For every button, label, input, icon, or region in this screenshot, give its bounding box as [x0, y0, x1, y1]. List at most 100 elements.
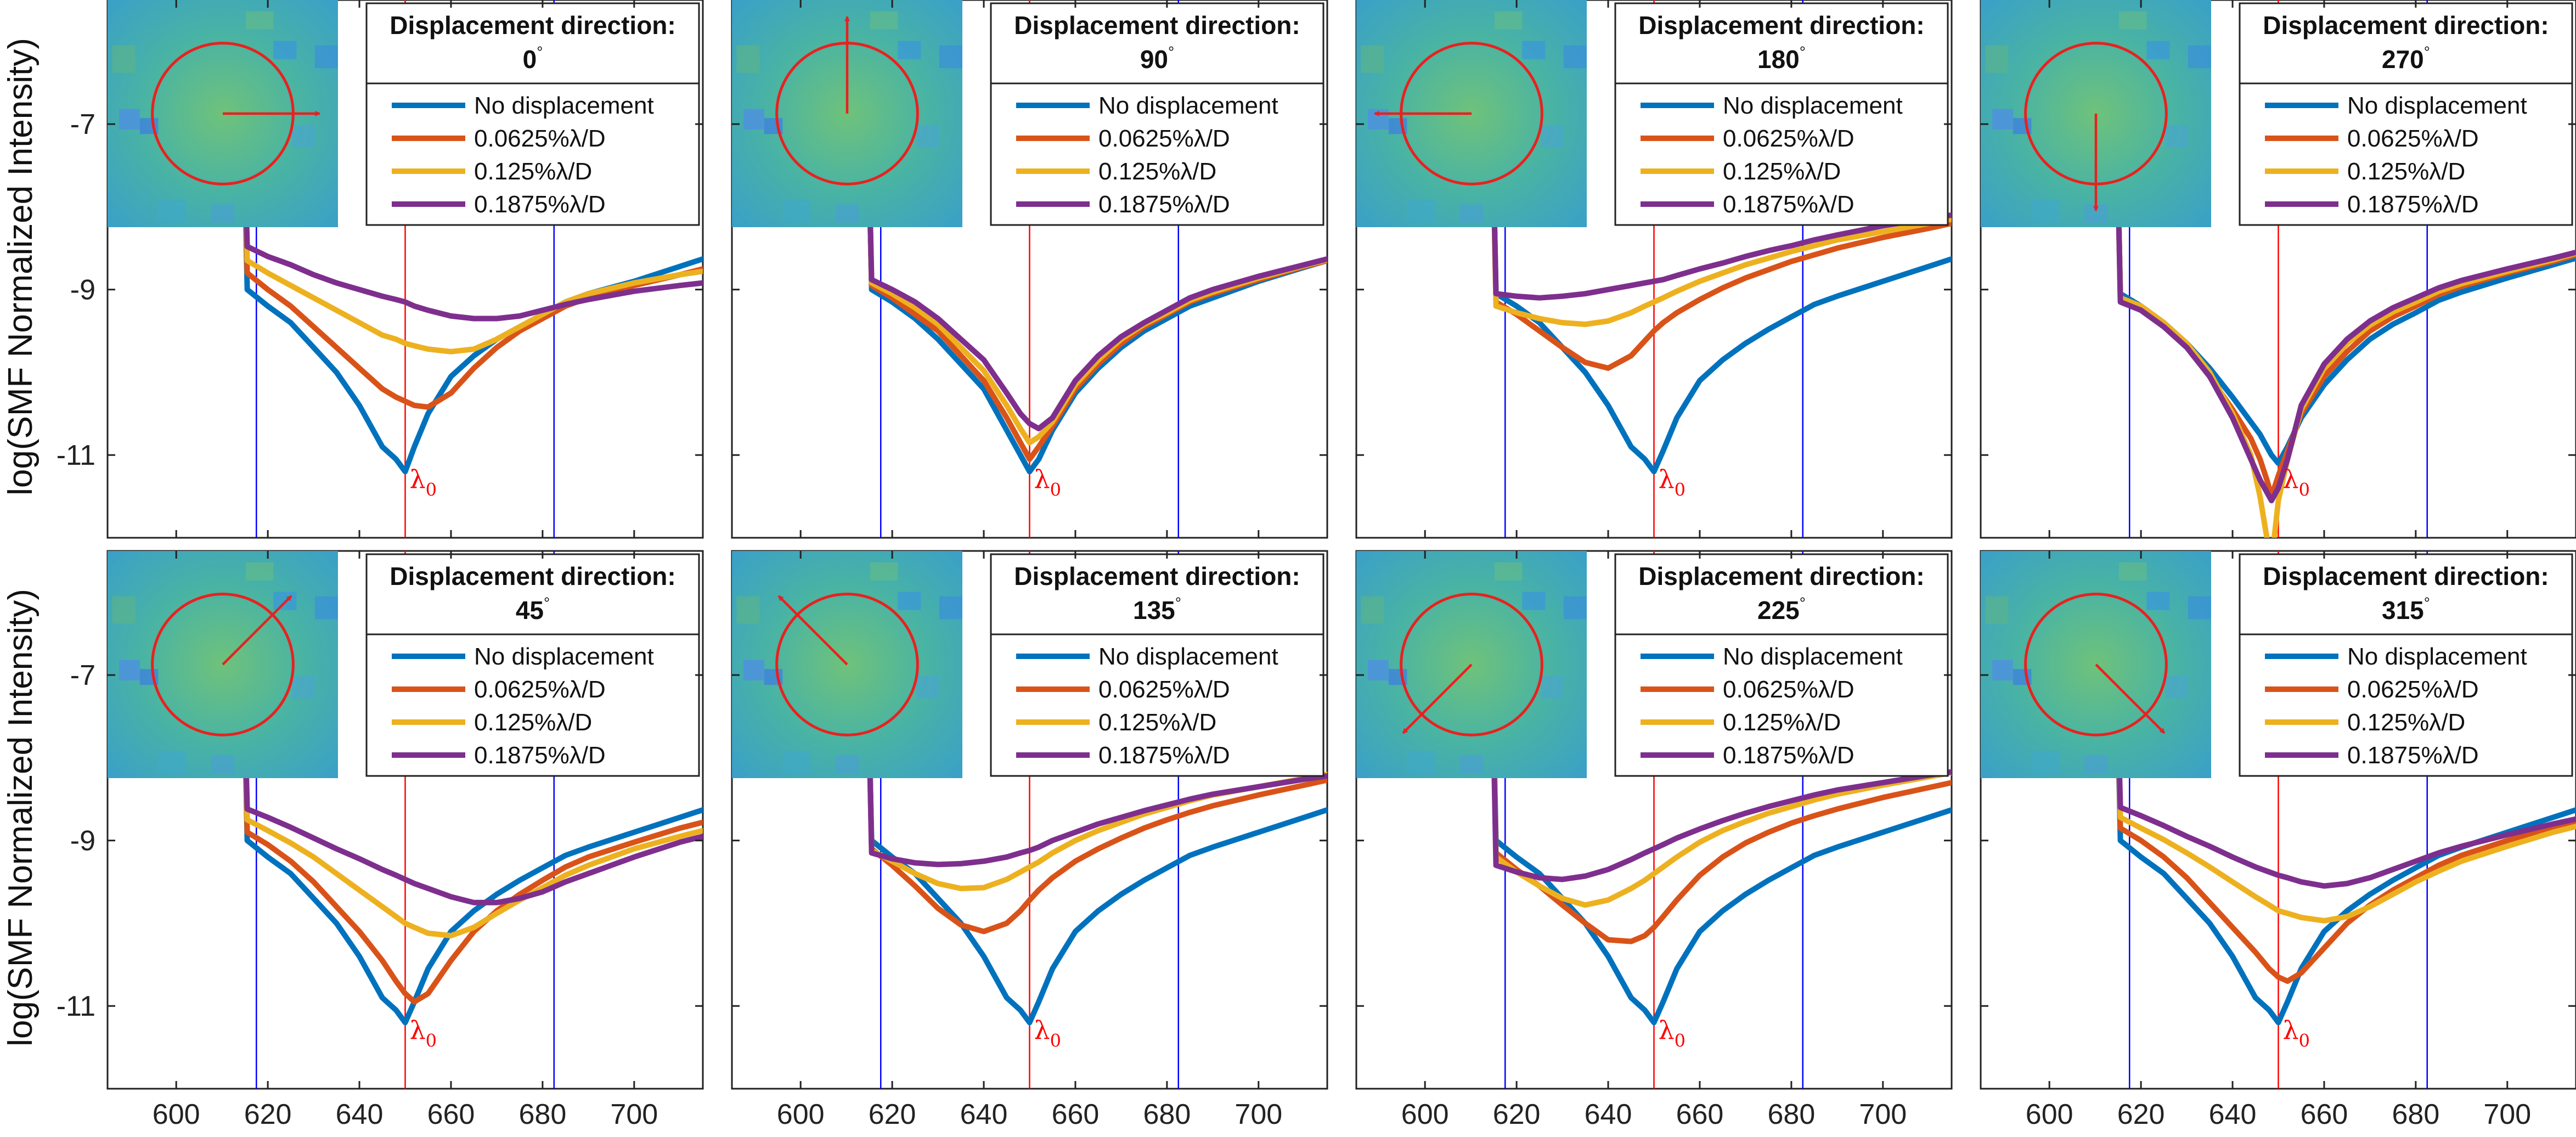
inset-pixel	[782, 751, 810, 774]
series-line	[842, 0, 1327, 431]
inset-pixel	[1541, 676, 1564, 699]
inset-pixel	[1407, 200, 1435, 223]
inset-pixel	[2188, 45, 2211, 69]
x-tick-label: 640	[960, 1099, 1008, 1130]
legend-entry: 0.125%λ/D	[1723, 158, 1841, 185]
legend-entry: 0.1875%λ/D	[474, 191, 606, 218]
series-line	[842, 551, 1327, 935]
legend-entry: 0.1875%λ/D	[2347, 742, 2479, 769]
inset-pixel	[1361, 45, 1384, 73]
inset-pixel	[112, 596, 136, 624]
legend-entry: 0.125%λ/D	[2347, 709, 2465, 736]
inset-map	[732, 551, 962, 778]
inset-pixel	[870, 11, 898, 30]
inset-pixel	[2188, 596, 2211, 620]
inset-pixel	[246, 11, 274, 30]
inset-pixel	[158, 751, 186, 774]
series-line	[1466, 0, 1952, 475]
y-axis-label-bottom: log(SMF Normalized Intensity)	[2, 589, 40, 1046]
series-line	[1466, 551, 1952, 1026]
inset-map	[108, 0, 338, 227]
legend-entry: No displacement	[1098, 92, 1278, 119]
inset-pixel	[2146, 592, 2170, 610]
inset-pixel	[2031, 751, 2059, 774]
legend-title: Displacement direction:	[2263, 562, 2549, 590]
legend: Displacement direction:45°No displacemen…	[365, 553, 700, 777]
inset-pixel	[2165, 125, 2188, 148]
y-tick-label: -7	[70, 660, 95, 691]
series-line	[217, 551, 703, 1026]
inset-pixel	[743, 109, 764, 130]
legend-box	[1614, 553, 1949, 777]
legend-title: Displacement direction:	[1638, 11, 1924, 40]
inset-pixel	[211, 204, 234, 223]
inset-pixel	[2084, 755, 2107, 774]
series-line	[217, 551, 703, 939]
legend-entry: 0.1875%λ/D	[2347, 191, 2479, 218]
inset-pixel	[916, 125, 939, 148]
inset-pixel	[870, 562, 898, 581]
series-group	[2090, 551, 2576, 1026]
inset-pixel	[1407, 751, 1435, 774]
series-line	[2090, 0, 2576, 538]
inset-map	[732, 0, 962, 227]
inset-pixel	[743, 660, 764, 680]
inset-pixel	[315, 596, 338, 620]
x-tick-label: 600	[153, 1099, 200, 1130]
displacement-arrow-icon	[2095, 663, 2166, 734]
y-axis-label-top: log(SMF Normalized Intensity)	[2, 38, 40, 496]
legend-entry: No displacement	[2347, 92, 2527, 119]
series-group	[2090, 0, 2576, 538]
legend: Displacement direction: 225° No displaceme…	[1614, 553, 1949, 777]
inset-pixel	[2119, 562, 2147, 581]
x-tick-label: 620	[2117, 1099, 2165, 1130]
inset-pixel	[1495, 11, 1523, 30]
legend-title: Displacement direction:	[1638, 562, 1924, 590]
y-tick-label: -11	[57, 990, 95, 1022]
inset-pixel	[273, 41, 297, 59]
inset-pixel	[1361, 596, 1384, 624]
x-tick-label: 660	[2301, 1099, 2348, 1130]
x-tick-label: 660	[1052, 1099, 1100, 1130]
inset-map	[1981, 551, 2211, 778]
legend-box	[1614, 2, 1949, 226]
y-tick-label: -11	[57, 440, 95, 471]
series-line	[842, 551, 1327, 868]
x-tick-label: 680	[1143, 1099, 1191, 1130]
inset-pixel	[898, 592, 921, 610]
series-group	[1466, 551, 1952, 1026]
inset-pixel	[2146, 41, 2170, 59]
x-tick-label: 680	[1768, 1099, 1816, 1130]
x-tick-label: 600	[777, 1099, 825, 1130]
legend-entry: 0.0625%λ/D	[2347, 676, 2479, 703]
inset-pixel	[292, 676, 315, 699]
legend-direction: 135°	[1133, 594, 1181, 624]
series-line	[2090, 551, 2576, 889]
inset-pixel	[315, 45, 338, 69]
legend: Displacement direction: 180° No displaceme…	[1614, 2, 1949, 226]
inset-pixel	[1992, 109, 2013, 130]
inset-pixel	[119, 660, 140, 680]
displacement-arrow-icon	[777, 595, 848, 666]
legend: Displacement direction:0°No displacement…	[365, 2, 700, 226]
inset-pixel	[1992, 660, 2013, 680]
y-tick-label: -9	[70, 274, 95, 306]
y-tick-label: -7	[70, 109, 95, 140]
legend-title: Displacement direction:	[390, 562, 675, 590]
series-line	[842, 0, 1327, 475]
inset-pixel	[1460, 755, 1483, 774]
legend-entry: 0.0625%λ/D	[474, 125, 606, 152]
x-tick-label: 680	[519, 1099, 567, 1130]
x-tick-label: 700	[1235, 1099, 1282, 1130]
legend-entry: 0.0625%λ/D	[474, 676, 606, 703]
series-group	[842, 0, 1327, 475]
legend: Displacement direction: 270° No displaceme…	[2239, 2, 2573, 226]
series-line	[1466, 0, 1952, 301]
inset-pixel	[1541, 125, 1564, 148]
